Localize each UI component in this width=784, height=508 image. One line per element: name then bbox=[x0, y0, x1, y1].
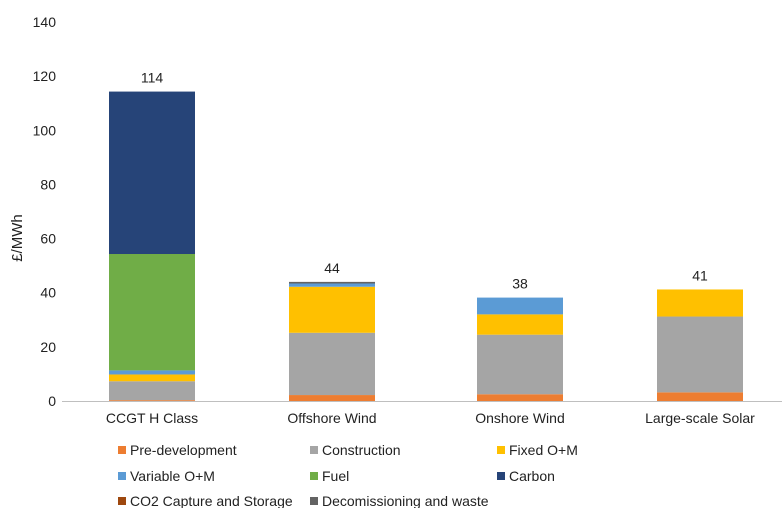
legend-swatch bbox=[497, 472, 505, 480]
y-axis-ticks: 0 20 40 60 80 100 120 140 bbox=[33, 14, 57, 409]
category-label: Large-scale Solar bbox=[645, 410, 755, 426]
y-axis-label: £/MWh bbox=[9, 214, 26, 262]
bar-segment bbox=[109, 254, 195, 371]
bar-segment bbox=[657, 392, 743, 401]
total-label: 114 bbox=[141, 70, 164, 86]
total-label: 38 bbox=[512, 276, 528, 292]
bar-segment bbox=[289, 332, 375, 396]
category-label: CCGT H Class bbox=[106, 410, 198, 426]
bar-segment bbox=[109, 91, 195, 255]
legend-label: Pre-development bbox=[130, 442, 237, 458]
total-labels: 114 44 38 41 bbox=[141, 70, 708, 292]
y-tick-label: 140 bbox=[33, 14, 57, 30]
bar-segment bbox=[109, 374, 195, 382]
bars bbox=[109, 91, 743, 401]
category-label: Onshore Wind bbox=[475, 410, 564, 426]
legend-label: Fuel bbox=[322, 468, 349, 484]
bar-segment bbox=[477, 314, 563, 335]
bar-segment bbox=[289, 395, 375, 401]
legend-swatch bbox=[310, 497, 318, 505]
category-labels: CCGT H Class Offshore Wind Onshore Wind Lar… bbox=[106, 410, 755, 426]
legend-swatch bbox=[310, 446, 318, 454]
y-tick-label: 0 bbox=[48, 393, 56, 409]
bar-segment bbox=[289, 286, 375, 333]
y-tick-label: 80 bbox=[40, 176, 56, 192]
legend-label: Carbon bbox=[509, 468, 555, 484]
bar-segment bbox=[657, 289, 743, 317]
bar-segment bbox=[109, 400, 195, 401]
legend-swatch bbox=[118, 497, 126, 505]
total-label: 41 bbox=[692, 267, 708, 283]
legend-label: Fixed O+M bbox=[509, 442, 578, 458]
legend-label: CO2 Capture and Storage bbox=[130, 493, 293, 508]
y-tick-label: 100 bbox=[33, 122, 57, 138]
legend-label: Variable O+M bbox=[130, 468, 215, 484]
legend-swatch bbox=[310, 472, 318, 480]
y-tick-label: 40 bbox=[40, 285, 56, 301]
bar-segment bbox=[477, 297, 563, 315]
bar-segment bbox=[289, 283, 375, 287]
bar-segment bbox=[109, 381, 195, 401]
category-label: Offshore Wind bbox=[287, 410, 376, 426]
legend-swatch bbox=[118, 446, 126, 454]
legend: Pre-development Construction Fixed O+M Vari… bbox=[118, 442, 578, 508]
legend-swatch bbox=[118, 472, 126, 480]
bar-segment bbox=[289, 281, 375, 284]
y-tick-label: 20 bbox=[40, 339, 56, 355]
y-tick-label: 60 bbox=[40, 231, 56, 247]
y-tick-label: 120 bbox=[33, 68, 57, 84]
bar-segment bbox=[477, 394, 563, 401]
bar-segment bbox=[477, 334, 563, 395]
bar-segment bbox=[657, 316, 743, 393]
legend-label: Decomissioning and waste bbox=[322, 493, 489, 508]
legend-label: Construction bbox=[322, 442, 401, 458]
legend-swatch bbox=[497, 446, 505, 454]
bar-segment bbox=[109, 370, 195, 375]
total-label: 44 bbox=[324, 260, 340, 276]
